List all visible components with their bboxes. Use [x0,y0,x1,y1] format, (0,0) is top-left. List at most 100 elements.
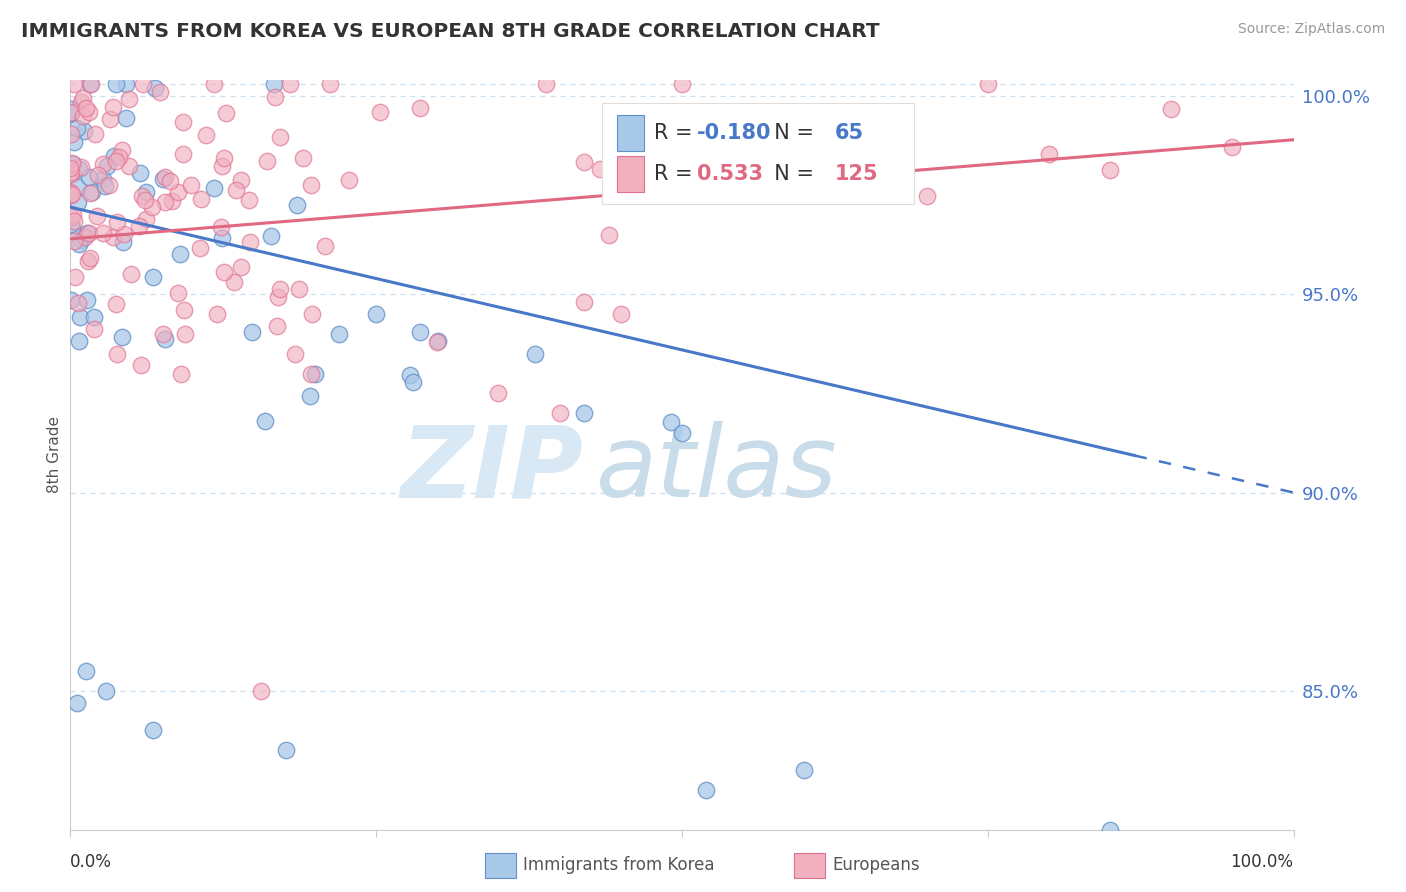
Point [256,153,278,168]
Point [572,155,595,169]
Point [195,128,218,143]
Point [661,415,683,429]
Text: Source: ZipAtlas.com: Source: ZipAtlas.com [1237,22,1385,37]
Point [269,130,291,145]
Point [402,375,425,389]
Point [155,332,177,346]
Point [70,233,93,247]
Point [98,178,121,192]
Point [72,91,94,105]
Point [60,217,83,231]
Point [266,319,288,334]
Point [733,177,755,191]
Point [253,414,276,428]
Point [224,276,246,290]
Point [62,214,84,228]
Point [66,180,89,194]
Point [79,251,101,265]
Point [153,170,176,185]
Point [83,310,105,325]
Point [209,219,232,234]
Text: R =: R = [654,164,699,184]
Point [60,293,83,308]
Point [239,235,262,250]
Point [212,151,235,165]
Point [66,295,89,310]
Point [60,156,83,170]
Point [59,127,82,141]
Point [67,236,90,251]
Point [75,230,97,244]
Point [132,77,155,91]
Point [77,226,100,240]
Point [1160,102,1182,116]
Point [572,406,595,420]
Point [69,161,91,176]
Point [524,347,547,361]
Point [190,192,212,206]
Text: R =: R = [654,123,699,143]
Point [128,219,150,233]
Point [143,81,166,95]
Point [115,112,138,126]
Point [73,124,96,138]
Point [67,195,90,210]
Point [259,228,281,243]
Point [59,167,82,181]
Point [301,307,323,321]
Point [266,290,288,304]
Point [118,91,141,105]
Point [93,226,115,240]
Point [77,170,100,185]
Point [319,77,342,91]
Point [180,178,202,193]
Text: Europeans: Europeans [832,856,920,874]
Point [1220,140,1243,154]
Point [304,367,326,381]
Point [103,230,125,244]
Point [111,330,134,344]
Text: 0.533: 0.533 [696,164,762,184]
Point [214,265,236,279]
Point [170,367,193,381]
Point [229,260,252,274]
Point [149,85,172,99]
FancyBboxPatch shape [617,115,644,151]
Point [598,228,620,243]
Point [108,151,131,165]
Point [1099,822,1122,837]
Point [211,231,233,245]
Point [240,325,263,339]
Point [298,388,321,402]
Point [79,77,101,91]
Point [129,166,152,180]
Point [93,179,115,194]
Point [80,77,103,91]
Point [153,194,176,209]
Point [112,235,135,249]
Point [1099,162,1122,177]
Point [69,310,91,325]
Point [671,426,693,441]
Point [69,95,91,110]
Point [66,121,89,136]
Point [291,151,314,165]
FancyBboxPatch shape [617,156,644,192]
Point [105,153,128,168]
Point [285,198,308,212]
Point [115,77,138,91]
Point [129,358,152,372]
Point [59,161,82,176]
Point [488,386,510,401]
Point [59,188,82,202]
Point [263,89,285,103]
Point [159,173,181,187]
Point [76,293,98,307]
Point [67,334,90,349]
Point [135,186,157,200]
Point [76,226,98,240]
Point [114,227,136,241]
Point [152,172,174,186]
Point [75,664,97,678]
Point [169,247,191,261]
